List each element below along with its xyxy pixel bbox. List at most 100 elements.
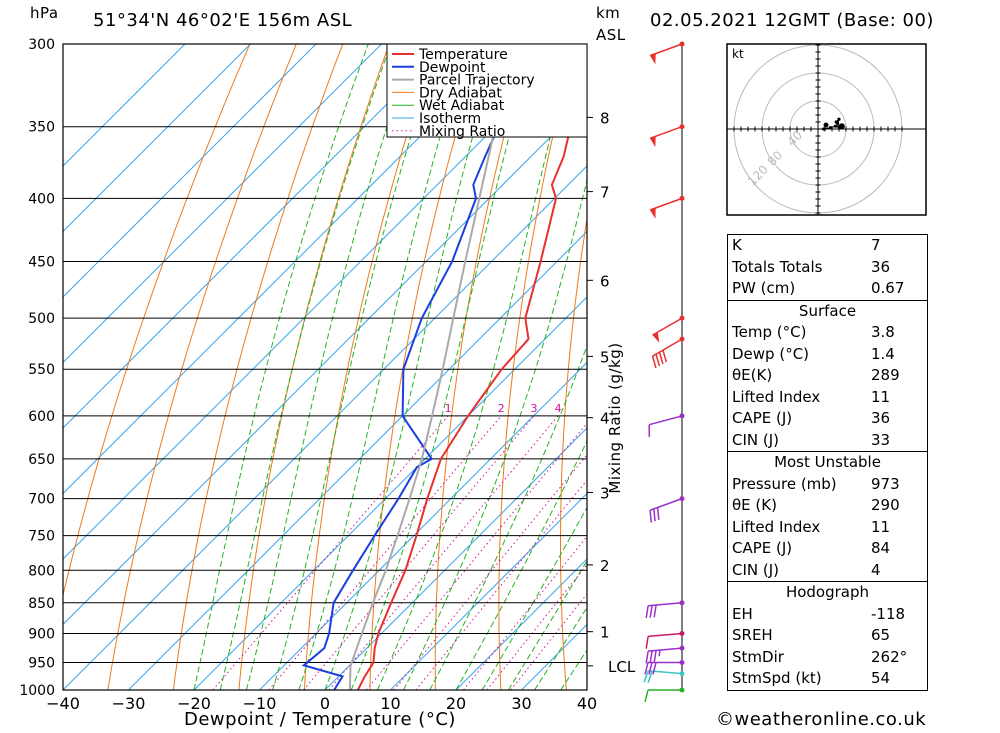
- temperature-tick-label: 40: [577, 694, 597, 713]
- wind-barb-feather: [649, 650, 653, 664]
- pressure-tick-label: 850: [28, 596, 55, 612]
- most-unstable-row: CAPE (J) 84: [728, 538, 927, 560]
- surface-label: Temp (°C): [732, 323, 807, 341]
- hodograph-point: [829, 126, 833, 130]
- dry-adiabat-line: [678, 44, 714, 690]
- wind-barb-pennant: [652, 332, 660, 343]
- wind-barb: [648, 415, 683, 438]
- most-unstable-row: CIN (J) 4: [728, 560, 927, 582]
- wind-barb-feather: [658, 351, 664, 365]
- hodograph-label: StmDir: [732, 647, 784, 666]
- x-axis-label: Dewpoint / Temperature (°C): [184, 709, 456, 730]
- isotherm-line: [63, 44, 251, 233]
- isotherm-line: [63, 44, 382, 364]
- index-label: Totals Totals: [732, 257, 823, 276]
- isotherm-line: [63, 44, 186, 167]
- hodograph-point: [833, 124, 838, 128]
- surface-value: 36: [871, 409, 891, 427]
- pressure-tick-label: 1000: [19, 683, 55, 699]
- wet-adiabat-line: [455, 439, 587, 690]
- wind-barb-feather: [649, 605, 653, 618]
- isotherm-line: [63, 44, 579, 560]
- surface-row: θE(K) 289: [728, 365, 927, 387]
- mixing-ratio-line: [212, 415, 449, 690]
- surface-row: Lifted Index 11: [728, 387, 927, 409]
- index-row: Totals Totals 36: [728, 257, 927, 279]
- wind-barbs: [643, 41, 685, 703]
- wind-barb-pennant: [650, 53, 656, 65]
- temperature-tick-label: −30: [112, 694, 146, 713]
- mixing-ratio-label: 20: [700, 402, 714, 415]
- location-title: 51°34'N 46°02'E 156m ASL: [93, 10, 353, 31]
- surface-row: CAPE (J) 36: [728, 408, 927, 430]
- wind-barb-feather: [648, 424, 651, 438]
- km-tick-label: 3: [600, 484, 610, 502]
- pressure-tick-label: 650: [28, 452, 55, 468]
- wind-barb: [645, 647, 683, 664]
- wind-barb-feather: [648, 662, 653, 675]
- wet-adiabat-line: [376, 44, 575, 690]
- index-label: PW (cm): [732, 279, 796, 297]
- pressure-tick-label: 900: [28, 626, 55, 642]
- most-unstable-row: Pressure (mb) 973: [728, 474, 927, 496]
- hodograph-row: EH -118: [728, 604, 927, 626]
- temperature-tick-label: 30: [511, 694, 531, 713]
- pressure-tick-label: 350: [28, 120, 55, 136]
- hodograph-title: Hodograph: [728, 581, 927, 604]
- isotherm-line: [63, 99, 587, 626]
- most-unstable-value: 11: [871, 517, 891, 536]
- wind-barb-staff: [648, 632, 683, 638]
- pressure-tick-label: 700: [28, 492, 55, 508]
- sounding-series: 12346810162025: [301, 44, 714, 690]
- km-tick-label: 6: [600, 272, 610, 290]
- wind-barb-staff: [649, 126, 683, 140]
- wind-barb-pennant: [650, 136, 656, 148]
- mixing-ratio-label: 2: [498, 402, 505, 415]
- wind-barb-staff: [649, 197, 683, 211]
- dry-adiabat-line: [238, 44, 390, 690]
- index-value: 36: [871, 257, 891, 276]
- km-tick-label: 4: [600, 410, 610, 428]
- legend-label: Dewpoint: [419, 60, 486, 76]
- km-tick-label: 7: [600, 184, 610, 202]
- pressure-tick-label: 500: [28, 311, 55, 327]
- wind-barb-feather: [645, 636, 649, 649]
- hodograph-value: 54: [871, 669, 891, 687]
- legend-label: Dry Adiabat: [419, 85, 502, 101]
- most-unstable-label: CIN (J): [732, 560, 780, 579]
- hodograph-label: EH: [732, 604, 753, 623]
- dry-adiabat-line: [498, 44, 576, 690]
- legend-label: Mixing Ratio: [419, 124, 505, 140]
- indices-table: K 7 Totals Totals 36 PW (cm) 0.67 Surface Tem…: [727, 234, 928, 691]
- pressure-tick-label: 750: [28, 529, 55, 545]
- isotherm-line: [259, 361, 587, 690]
- temperature-tick-label: 0: [320, 694, 330, 713]
- legend-label: Parcel Trajectory: [419, 73, 535, 89]
- most-unstable-value: 84: [871, 539, 891, 557]
- surface-row: CIN (J) 33: [728, 430, 927, 452]
- hodograph-value: 262°: [871, 647, 908, 666]
- isotherm-line: [324, 427, 587, 690]
- mixing-ratio-line: [268, 415, 502, 690]
- wind-barb-feather: [653, 604, 657, 618]
- wind-barb-staff: [652, 338, 683, 357]
- hodograph-row: StmSpd (kt) 54: [728, 668, 927, 690]
- surface-value: 3.8: [871, 323, 895, 341]
- hodograph-point: [822, 127, 826, 131]
- wind-barb-staff: [652, 317, 683, 336]
- index-value: 0.67: [871, 279, 905, 297]
- storm-motion-marker: [838, 123, 845, 130]
- wet-adiabat-line: [324, 44, 500, 690]
- pressure-tick-label: 300: [28, 37, 55, 53]
- surface-title: Surface: [728, 299, 927, 323]
- dry-adiabat-line: [369, 44, 483, 690]
- wind-barb-feather: [653, 650, 657, 663]
- dry-adiabat-line: [434, 44, 529, 690]
- wind-barb: [644, 689, 682, 703]
- surface-value: 1.4: [871, 344, 895, 363]
- wet-adiabat-line: [403, 178, 587, 690]
- surface-value: 11: [871, 387, 891, 406]
- isotherm-line: [128, 230, 587, 690]
